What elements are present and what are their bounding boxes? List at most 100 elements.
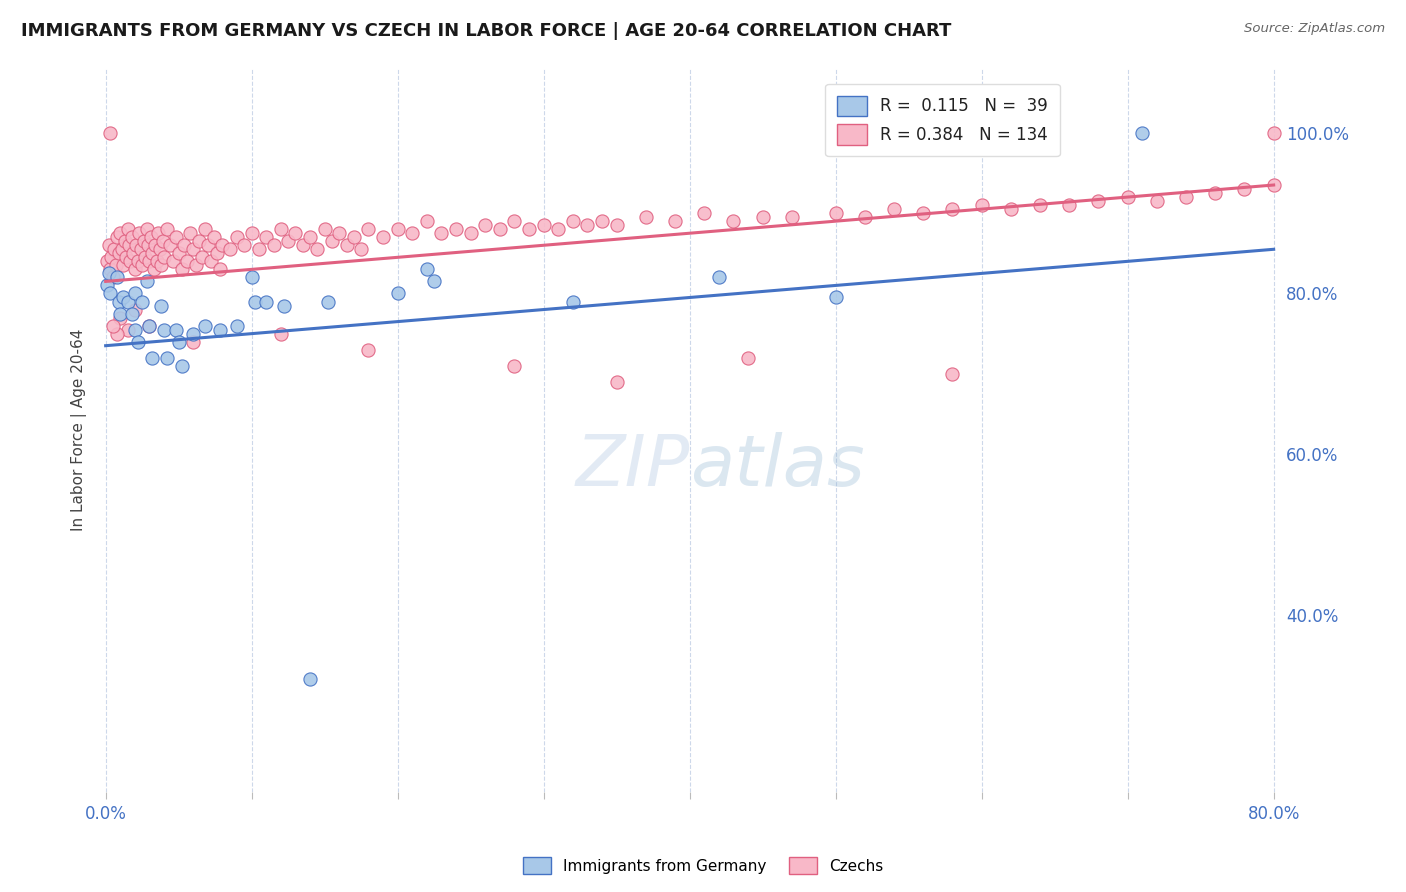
Point bbox=[270, 222, 292, 236]
Point bbox=[97, 238, 120, 252]
Point bbox=[105, 270, 128, 285]
Point bbox=[211, 238, 233, 252]
Point bbox=[226, 230, 249, 244]
Point bbox=[124, 323, 146, 337]
Point bbox=[277, 234, 299, 248]
Point bbox=[423, 274, 446, 288]
Point bbox=[159, 238, 181, 252]
Point bbox=[240, 226, 263, 240]
Point bbox=[170, 262, 193, 277]
Point bbox=[547, 222, 569, 236]
Point bbox=[96, 254, 118, 268]
Point bbox=[153, 323, 176, 337]
Point bbox=[112, 258, 135, 272]
Point bbox=[156, 351, 179, 365]
Point bbox=[150, 258, 173, 272]
Point bbox=[138, 318, 160, 333]
Point bbox=[150, 299, 173, 313]
Point bbox=[606, 375, 628, 389]
Point bbox=[121, 230, 143, 244]
Point bbox=[291, 238, 314, 252]
Point bbox=[1057, 198, 1080, 212]
Point bbox=[98, 286, 121, 301]
Point bbox=[208, 323, 231, 337]
Point bbox=[218, 242, 240, 256]
Point bbox=[430, 226, 453, 240]
Point bbox=[503, 214, 526, 228]
Point bbox=[970, 198, 993, 212]
Point bbox=[181, 326, 204, 341]
Y-axis label: In Labor Force | Age 20-64: In Labor Force | Age 20-64 bbox=[72, 329, 87, 532]
Point bbox=[202, 230, 225, 244]
Point bbox=[416, 262, 439, 277]
Point bbox=[307, 242, 329, 256]
Point bbox=[284, 226, 307, 240]
Point bbox=[176, 254, 198, 268]
Point bbox=[357, 222, 380, 236]
Point bbox=[153, 250, 176, 264]
Point bbox=[135, 222, 157, 236]
Point bbox=[188, 234, 211, 248]
Point bbox=[96, 278, 118, 293]
Point bbox=[205, 246, 228, 260]
Point bbox=[824, 206, 846, 220]
Point bbox=[941, 367, 963, 381]
Legend: R =  0.115   N =  39, R = 0.384   N = 134: R = 0.115 N = 39, R = 0.384 N = 134 bbox=[825, 84, 1060, 156]
Point bbox=[401, 226, 423, 240]
Point bbox=[233, 238, 256, 252]
Point bbox=[503, 359, 526, 373]
Point bbox=[853, 210, 876, 224]
Point bbox=[1263, 178, 1285, 192]
Legend: Immigrants from Germany, Czechs: Immigrants from Germany, Czechs bbox=[517, 851, 889, 880]
Point bbox=[263, 238, 285, 252]
Point bbox=[117, 294, 139, 309]
Text: atlas: atlas bbox=[690, 432, 865, 500]
Point bbox=[1130, 126, 1153, 140]
Point bbox=[194, 222, 217, 236]
Point bbox=[1233, 182, 1256, 196]
Point bbox=[118, 238, 141, 252]
Point bbox=[117, 323, 139, 337]
Point bbox=[112, 291, 135, 305]
Point bbox=[561, 214, 583, 228]
Point bbox=[707, 270, 730, 285]
Point bbox=[273, 299, 295, 313]
Point bbox=[156, 222, 179, 236]
Point bbox=[149, 242, 172, 256]
Point bbox=[148, 226, 170, 240]
Point bbox=[191, 250, 214, 264]
Point bbox=[165, 323, 187, 337]
Point bbox=[1087, 194, 1109, 208]
Point bbox=[107, 294, 129, 309]
Point bbox=[357, 343, 380, 357]
Point bbox=[122, 246, 145, 260]
Point bbox=[170, 359, 193, 373]
Point bbox=[254, 230, 277, 244]
Point bbox=[197, 238, 219, 252]
Point bbox=[162, 254, 184, 268]
Point bbox=[114, 234, 136, 248]
Point bbox=[240, 270, 263, 285]
Point bbox=[117, 222, 139, 236]
Point bbox=[460, 226, 482, 240]
Point bbox=[173, 238, 195, 252]
Point bbox=[335, 238, 357, 252]
Point bbox=[105, 326, 128, 341]
Point bbox=[243, 294, 266, 309]
Point bbox=[194, 318, 217, 333]
Point bbox=[634, 210, 657, 224]
Point bbox=[737, 351, 759, 365]
Point bbox=[181, 334, 204, 349]
Point bbox=[416, 214, 439, 228]
Point bbox=[124, 302, 146, 317]
Point bbox=[138, 318, 160, 333]
Point bbox=[127, 334, 149, 349]
Point bbox=[132, 234, 155, 248]
Point bbox=[103, 242, 125, 256]
Point bbox=[1263, 126, 1285, 140]
Point bbox=[314, 222, 336, 236]
Point bbox=[387, 286, 409, 301]
Point bbox=[167, 334, 190, 349]
Point bbox=[179, 226, 201, 240]
Point bbox=[664, 214, 686, 228]
